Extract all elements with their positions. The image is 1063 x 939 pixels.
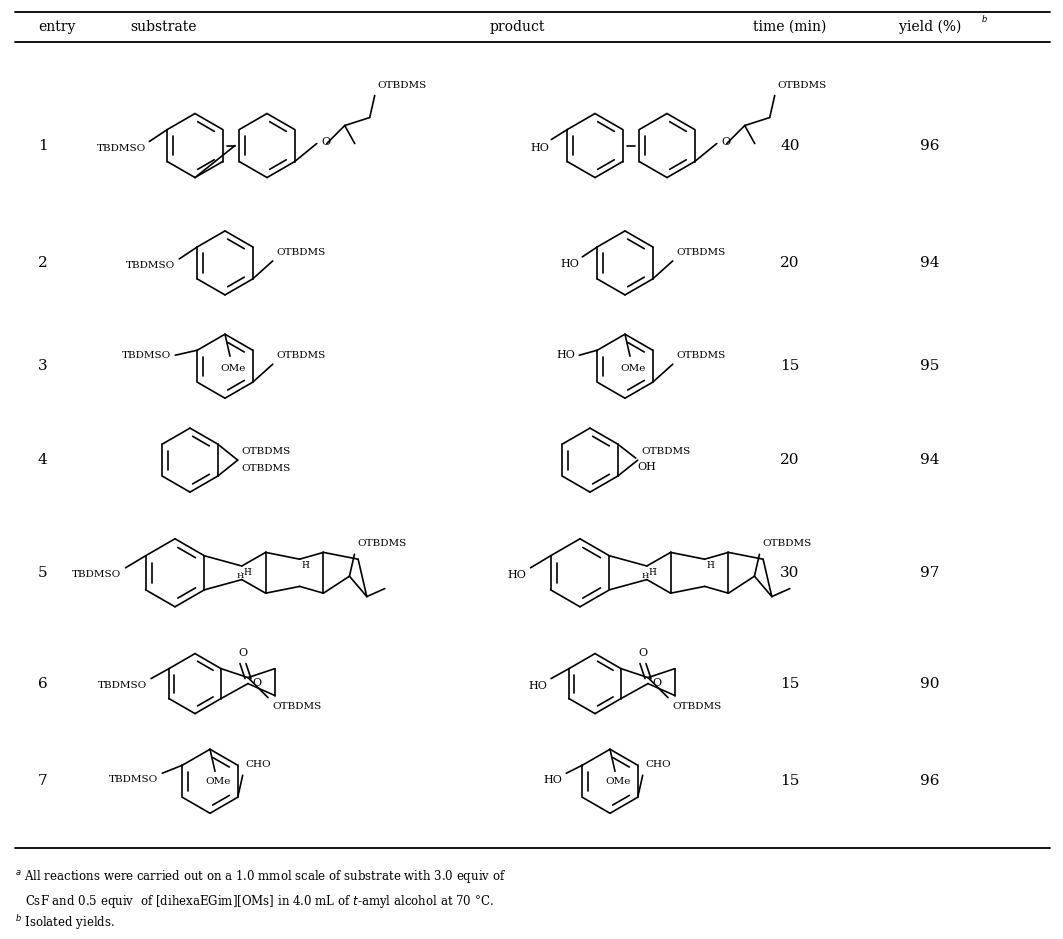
- Text: O: O: [322, 136, 331, 146]
- Text: 30: 30: [780, 566, 799, 579]
- Text: $^b$ Isolated yields.: $^b$ Isolated yields.: [15, 913, 115, 931]
- Text: O: O: [652, 678, 661, 688]
- Text: substrate: substrate: [130, 20, 197, 34]
- Text: Ḣ: Ḣ: [648, 568, 657, 577]
- Text: OMe: OMe: [621, 364, 645, 373]
- Text: TBDMSO: TBDMSO: [97, 144, 147, 152]
- Text: 96: 96: [921, 775, 940, 788]
- Text: HO: HO: [530, 143, 550, 152]
- Text: CHO: CHO: [246, 761, 271, 769]
- Text: CHO: CHO: [645, 761, 672, 769]
- Text: OTBDMS: OTBDMS: [377, 81, 427, 89]
- Text: Ḣ: Ḣ: [302, 562, 309, 570]
- Text: CsF and 0.5 equiv  of [dihexaEGim][OMs] in 4.0 mL of $t$-amyl alcohol at 70 °C.: CsF and 0.5 equiv of [dihexaEGim][OMs] i…: [26, 893, 493, 910]
- Text: O: O: [252, 678, 261, 688]
- Text: 4: 4: [38, 454, 48, 467]
- Text: 95: 95: [921, 360, 940, 373]
- Text: OTBDMS: OTBDMS: [241, 464, 291, 473]
- Text: 20: 20: [780, 256, 799, 269]
- Text: entry: entry: [38, 20, 75, 34]
- Text: OTBDMS: OTBDMS: [672, 701, 721, 711]
- Text: Ḣ: Ḣ: [236, 572, 243, 579]
- Text: OTBDMS: OTBDMS: [762, 539, 812, 548]
- Text: O: O: [639, 648, 647, 657]
- Text: 96: 96: [921, 139, 940, 152]
- Text: HO: HO: [556, 350, 575, 361]
- Text: HO: HO: [560, 259, 579, 269]
- Text: OH: OH: [638, 462, 657, 472]
- Text: OMe: OMe: [605, 777, 630, 786]
- Text: Ḣ: Ḣ: [243, 568, 252, 577]
- Text: HO: HO: [528, 681, 547, 690]
- Text: Ḣ: Ḣ: [641, 572, 648, 579]
- Text: OTBDMS: OTBDMS: [272, 701, 321, 711]
- Text: 1: 1: [38, 139, 48, 152]
- Text: product: product: [490, 20, 545, 34]
- Text: yield (%): yield (%): [899, 20, 961, 34]
- Text: $^b$: $^b$: [981, 16, 988, 28]
- Text: OMe: OMe: [220, 364, 246, 373]
- Text: $^a$ All reactions were carried out on a 1.0 mmol scale of substrate with 3.0 eq: $^a$ All reactions were carried out on a…: [15, 868, 506, 885]
- Text: O: O: [722, 136, 731, 146]
- Text: OTBDMS: OTBDMS: [642, 447, 691, 456]
- Text: OMe: OMe: [205, 777, 231, 786]
- Text: TBDMSO: TBDMSO: [109, 776, 158, 784]
- Text: 5: 5: [38, 566, 48, 579]
- Text: TBDMSO: TBDMSO: [72, 570, 121, 578]
- Text: 3: 3: [38, 360, 48, 373]
- Text: Ḣ: Ḣ: [707, 562, 714, 570]
- Text: HO: HO: [508, 570, 526, 579]
- Text: OTBDMS: OTBDMS: [276, 351, 326, 361]
- Text: TBDMSO: TBDMSO: [98, 681, 147, 689]
- Text: 90: 90: [921, 677, 940, 690]
- Text: 15: 15: [780, 775, 799, 788]
- Text: 40: 40: [780, 139, 799, 152]
- Text: 2: 2: [38, 256, 48, 269]
- Text: 6: 6: [38, 677, 48, 690]
- Text: OTBDMS: OTBDMS: [677, 351, 726, 361]
- Text: 94: 94: [921, 454, 940, 467]
- Text: TBDMSO: TBDMSO: [122, 350, 171, 360]
- Text: time (min): time (min): [754, 20, 827, 34]
- Text: OTBDMS: OTBDMS: [778, 81, 827, 89]
- Text: 15: 15: [780, 677, 799, 690]
- Text: 15: 15: [780, 360, 799, 373]
- Text: OTBDMS: OTBDMS: [677, 248, 726, 257]
- Text: 94: 94: [921, 256, 940, 269]
- Text: OTBDMS: OTBDMS: [276, 248, 326, 257]
- Text: OTBDMS: OTBDMS: [357, 539, 407, 548]
- Text: 7: 7: [38, 775, 48, 788]
- Text: TBDMSO: TBDMSO: [126, 261, 175, 269]
- Text: O: O: [238, 648, 248, 657]
- Text: 20: 20: [780, 454, 799, 467]
- Text: HO: HO: [543, 776, 562, 785]
- Text: OTBDMS: OTBDMS: [241, 447, 291, 456]
- Text: 97: 97: [921, 566, 940, 579]
